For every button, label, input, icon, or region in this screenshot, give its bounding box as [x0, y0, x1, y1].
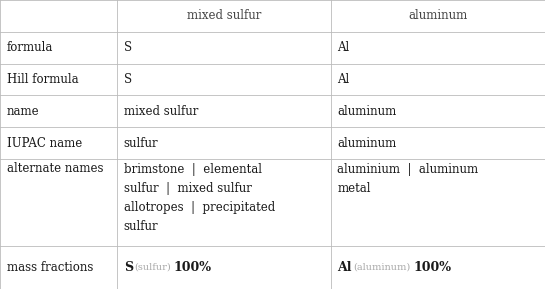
- Text: Al: Al: [337, 41, 349, 54]
- Text: S: S: [124, 41, 132, 54]
- Text: IUPAC name: IUPAC name: [7, 137, 82, 149]
- Text: Hill formula: Hill formula: [7, 73, 78, 86]
- Text: (aluminum): (aluminum): [354, 263, 411, 272]
- Text: mixed sulfur: mixed sulfur: [124, 105, 198, 118]
- Text: aluminum: aluminum: [408, 10, 468, 22]
- Text: brimstone  |  elemental
sulfur  |  mixed sulfur
allotropes  |  precipitated
sulf: brimstone | elemental sulfur | mixed sul…: [124, 163, 275, 233]
- Text: formula: formula: [7, 41, 53, 54]
- Text: 100%: 100%: [174, 261, 212, 274]
- Text: S: S: [124, 261, 133, 274]
- Text: aluminum: aluminum: [337, 105, 397, 118]
- Text: name: name: [7, 105, 39, 118]
- Text: alternate names: alternate names: [7, 162, 103, 175]
- Text: S: S: [124, 73, 132, 86]
- Text: sulfur: sulfur: [124, 137, 159, 149]
- Text: mixed sulfur: mixed sulfur: [187, 10, 261, 22]
- Text: Al: Al: [337, 73, 349, 86]
- Text: aluminium  |  aluminum
metal: aluminium | aluminum metal: [337, 163, 479, 195]
- Text: 100%: 100%: [414, 261, 451, 274]
- Text: aluminum: aluminum: [337, 137, 397, 149]
- Text: Al: Al: [337, 261, 352, 274]
- Text: mass fractions: mass fractions: [7, 261, 93, 274]
- Text: (sulfur): (sulfur): [135, 263, 171, 272]
